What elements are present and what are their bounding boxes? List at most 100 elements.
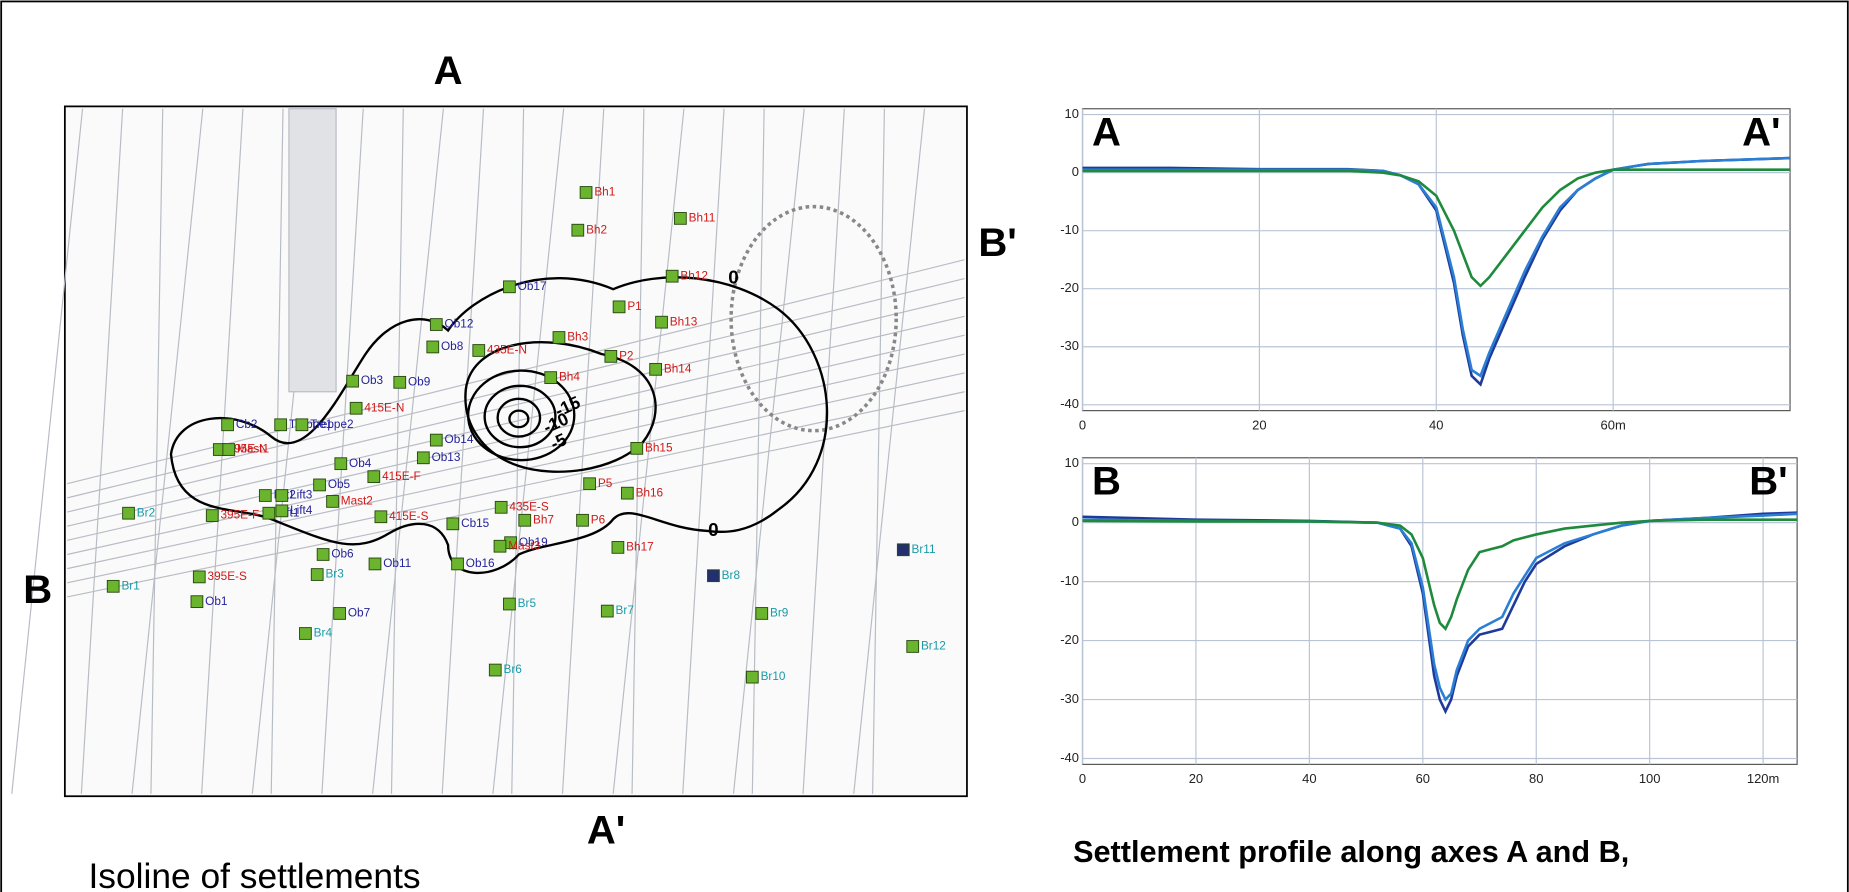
point-label: 395E-S xyxy=(208,570,247,583)
marker xyxy=(296,419,308,431)
axis-label: A' xyxy=(587,808,625,852)
map-frame xyxy=(65,106,967,796)
point-label: 435E-S xyxy=(509,500,548,513)
point-label: Mast3 xyxy=(508,539,541,552)
x-tick-label: 80 xyxy=(1529,771,1543,786)
x-tick-label: 100 xyxy=(1639,771,1661,786)
point-label: Ob1 xyxy=(205,595,227,608)
marker xyxy=(311,569,323,581)
marker xyxy=(504,281,516,293)
marker xyxy=(675,213,687,225)
marker xyxy=(350,402,362,414)
point-label: Br1 xyxy=(121,579,139,592)
marker xyxy=(369,558,381,570)
marker xyxy=(553,332,565,344)
marker xyxy=(206,510,218,522)
marker xyxy=(504,598,516,610)
point-label: Ob5 xyxy=(328,478,351,491)
marker xyxy=(452,558,464,570)
marker xyxy=(191,596,203,608)
marker xyxy=(193,571,205,583)
caption: Isoline of settlements xyxy=(88,857,420,892)
marker xyxy=(327,496,339,508)
marker xyxy=(473,345,485,357)
marker xyxy=(605,350,617,362)
point-label: 435E-N xyxy=(487,344,527,357)
marker xyxy=(375,511,387,523)
marker xyxy=(417,452,429,464)
line-chart: 100-10-20-30-400204060mAA' xyxy=(1060,106,1790,432)
point-label: Cb2 xyxy=(236,418,258,431)
x-tick-label: 40 xyxy=(1302,771,1316,786)
point-label: Bh4 xyxy=(559,371,580,384)
marker xyxy=(494,540,506,552)
x-tick-label: 20 xyxy=(1189,771,1203,786)
marker xyxy=(650,363,662,375)
marker xyxy=(545,372,557,384)
marker xyxy=(300,628,312,640)
point-label: Br11 xyxy=(912,543,936,556)
point-label: Bh1 xyxy=(594,186,615,199)
point-label: Ob13 xyxy=(432,451,461,464)
annotation: A' xyxy=(1742,110,1780,154)
y-tick-label: -10 xyxy=(1060,573,1079,588)
y-tick-label: -10 xyxy=(1060,222,1079,237)
y-tick-label: 0 xyxy=(1072,164,1079,179)
marker xyxy=(495,501,507,513)
point-label: 415E-N xyxy=(364,401,404,414)
marker xyxy=(580,187,592,199)
point-label: P2 xyxy=(619,349,633,362)
point-label: Ob11 xyxy=(383,557,411,570)
point-label: Br4 xyxy=(314,627,333,640)
point-label: Br3 xyxy=(325,568,344,581)
point-label: Bh13 xyxy=(670,315,698,328)
point-label: Ob12 xyxy=(445,318,474,331)
axis-label: A xyxy=(434,49,463,93)
map: 0 0 -5 -10 -15 Bh1Bh11Bh2Bh12Ob17P1Ob12B… xyxy=(12,106,967,796)
point-label: Br7 xyxy=(616,604,634,617)
marker xyxy=(572,224,584,236)
marker xyxy=(907,641,919,653)
point-label: Bh15 xyxy=(645,441,673,454)
point-label: 415E-F xyxy=(382,470,421,483)
point-label: Ob14 xyxy=(445,433,474,446)
point-label: 395E-F xyxy=(221,509,260,522)
marker xyxy=(621,487,633,499)
point-label: Bh16 xyxy=(636,486,664,499)
marker xyxy=(276,490,288,502)
marker xyxy=(584,478,596,490)
y-tick-label: -40 xyxy=(1060,396,1079,411)
x-tick-label: 60m xyxy=(1601,417,1626,432)
y-tick-label: -20 xyxy=(1060,280,1079,295)
marker xyxy=(123,507,135,519)
point-label: P5 xyxy=(598,477,613,490)
x-tick-label: 0 xyxy=(1079,771,1086,786)
point-label: Lift4 xyxy=(290,504,313,517)
marker xyxy=(656,316,668,328)
axis-label: B xyxy=(23,568,52,612)
y-tick-label: 10 xyxy=(1065,106,1079,121)
x-tick-label: 60 xyxy=(1416,771,1430,786)
y-tick-label: 10 xyxy=(1065,455,1079,470)
marker xyxy=(613,301,625,313)
marker xyxy=(335,458,347,470)
point-label: Br12 xyxy=(921,640,946,653)
axis-label: B' xyxy=(978,221,1016,265)
point-label: Bh3 xyxy=(567,331,588,344)
marker xyxy=(601,605,613,617)
annotation: A xyxy=(1092,110,1121,154)
marker xyxy=(430,319,442,331)
point-label: Br8 xyxy=(722,569,741,582)
y-tick-label: -30 xyxy=(1060,691,1079,706)
plot-area xyxy=(1083,458,1798,765)
contour-label: 0 xyxy=(708,519,719,540)
point-label: Bh7 xyxy=(533,513,554,526)
marker xyxy=(275,419,287,431)
marker xyxy=(223,444,235,456)
point-label: Mast1 xyxy=(237,443,269,456)
marker xyxy=(708,570,720,582)
x-tick-label: 40 xyxy=(1429,417,1443,432)
point-label: P6 xyxy=(591,513,606,526)
marker xyxy=(746,671,758,683)
